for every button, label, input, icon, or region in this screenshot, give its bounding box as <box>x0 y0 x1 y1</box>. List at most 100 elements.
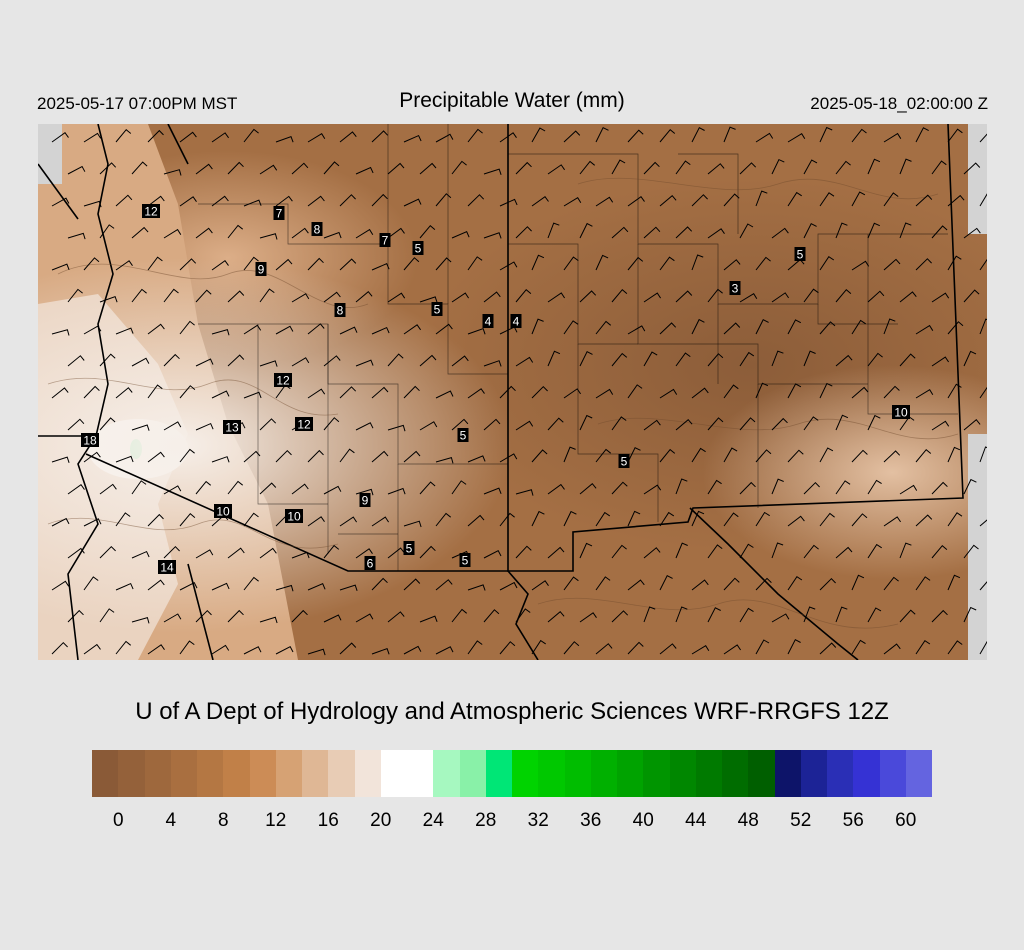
wind-barb <box>531 385 548 399</box>
wind-barb <box>83 385 100 399</box>
wind-barb <box>451 480 467 495</box>
svg-text:18: 18 <box>83 434 97 448</box>
colorbar-swatch <box>590 750 617 797</box>
wind-barb <box>307 583 326 591</box>
wind-barb <box>387 292 406 303</box>
wind-barb <box>419 481 436 495</box>
wind-barb <box>419 545 436 559</box>
station-value: 4 <box>482 314 494 329</box>
wind-barb <box>851 574 865 591</box>
wind-barb <box>403 450 421 463</box>
wind-barb <box>387 162 405 175</box>
wind-barb <box>675 418 693 431</box>
wind-barb <box>947 383 962 399</box>
wind-barb <box>259 164 278 175</box>
wind-barb <box>803 416 819 431</box>
wind-barb <box>563 641 580 655</box>
wind-barb <box>771 542 784 559</box>
wind-barb <box>451 292 470 303</box>
wind-barb <box>915 640 931 655</box>
wind-barb <box>723 126 736 143</box>
wind-barb <box>867 222 880 239</box>
svg-text:10: 10 <box>287 510 301 524</box>
wind-barb <box>195 289 212 303</box>
wind-barb <box>307 516 325 527</box>
wind-barb <box>419 421 438 431</box>
wind-barb <box>659 575 673 591</box>
wind-barb <box>803 288 819 303</box>
wind-barb <box>819 321 836 335</box>
station-value: 13 <box>223 420 241 435</box>
state-boundaries <box>38 124 964 660</box>
wind-barb <box>931 544 948 559</box>
wind-barb <box>851 449 868 463</box>
wind-barb <box>771 613 790 623</box>
wind-barb <box>259 360 278 367</box>
wind-barb <box>83 518 102 527</box>
wind-barb <box>131 616 150 624</box>
wind-barb <box>899 291 917 303</box>
colorbar-swatch <box>328 750 355 797</box>
wind-barb <box>179 640 195 655</box>
wind-barb <box>499 198 518 207</box>
wind-barb <box>883 576 899 591</box>
wind-barb <box>131 357 150 367</box>
colorbar-swatch <box>275 750 302 797</box>
wind-barb <box>787 515 805 527</box>
wind-barb <box>227 224 244 239</box>
wind-barb <box>163 288 179 303</box>
wind-barb <box>627 325 646 335</box>
wind-barb <box>179 131 197 143</box>
wind-barb <box>243 391 262 399</box>
wind-barb <box>899 158 912 175</box>
svg-text:9: 9 <box>258 263 265 277</box>
wind-barb <box>339 194 356 207</box>
colorbar-tick-label: 20 <box>370 810 392 831</box>
wind-barb <box>931 160 947 175</box>
wind-barb <box>179 512 196 527</box>
colorbar-swatch <box>92 750 119 797</box>
wind-barb <box>67 547 85 559</box>
wind-barb <box>467 455 486 463</box>
wind-barb <box>115 640 132 655</box>
colorbar-swatch <box>433 750 460 797</box>
wind-barb <box>51 263 70 271</box>
colorbar-swatch <box>800 750 827 797</box>
wind-barb <box>115 387 133 399</box>
wind-barb <box>755 511 770 527</box>
wind-barb <box>979 133 987 143</box>
wind-barb <box>915 576 931 591</box>
wind-barb <box>691 387 709 399</box>
wind-barb <box>259 288 275 303</box>
wind-barb <box>51 132 69 143</box>
colorbar-tick-label: 48 <box>737 810 759 831</box>
wind-barb <box>947 128 963 143</box>
wind-barb <box>611 352 628 367</box>
wind-barb <box>275 258 293 271</box>
wind-barb <box>291 162 309 175</box>
svg-text:4: 4 <box>513 315 520 329</box>
colorbar-swatch <box>879 750 906 797</box>
wind-barb <box>771 350 784 367</box>
wind-barb <box>115 260 133 271</box>
wind-barb <box>99 224 115 239</box>
wind-barb <box>787 576 803 591</box>
wind-barb <box>723 512 739 527</box>
wind-barb <box>467 640 483 655</box>
wind-barb <box>131 288 147 303</box>
svg-text:13: 13 <box>225 421 239 435</box>
wind-barb <box>851 260 870 271</box>
wind-barb <box>579 542 593 559</box>
wind-barb <box>563 388 582 399</box>
wind-barb <box>483 168 502 175</box>
wind-barb <box>323 161 340 175</box>
wind-barb <box>707 163 725 175</box>
terrain-contours <box>47 177 959 629</box>
svg-text:9: 9 <box>362 494 369 508</box>
station-value: 5 <box>459 553 471 568</box>
wind-barb <box>499 132 517 143</box>
wind-barb <box>675 226 693 239</box>
wind-barb <box>307 449 324 463</box>
wind-barb <box>195 480 212 495</box>
wind-barb <box>579 160 596 175</box>
